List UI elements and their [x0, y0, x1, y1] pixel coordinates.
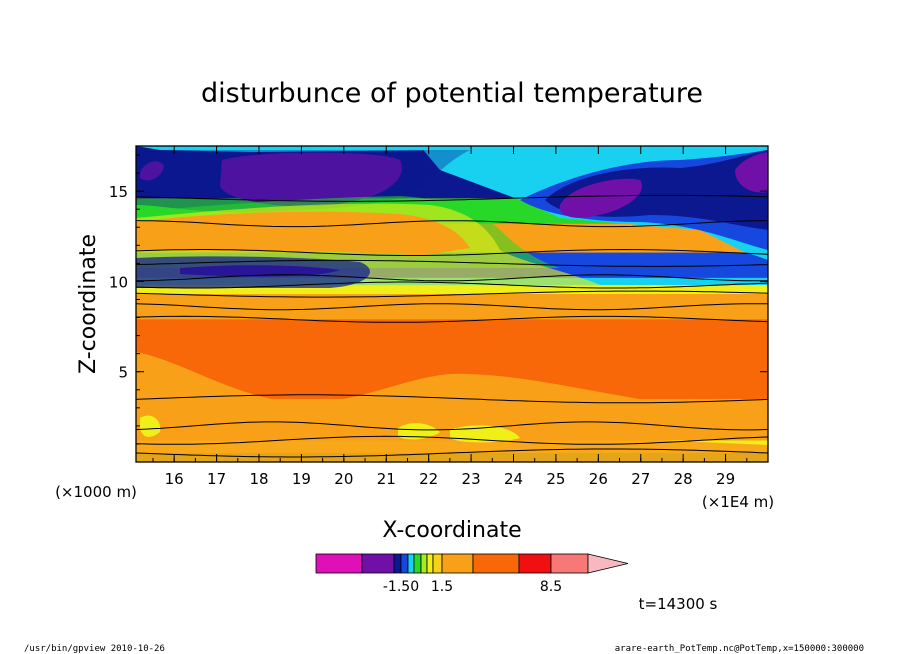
footer-right: arare-earth_PotTemp.nc@PotTemp,x=150000:…: [615, 644, 864, 654]
band-5: [136, 285, 768, 295]
colorbar-segment-5: [413, 553, 422, 574]
contour-line-5: [136, 303, 768, 311]
x-axis-label: X-coordinate: [382, 518, 521, 543]
x-tick-label: 29: [716, 470, 735, 488]
colorbar-segment-9: [441, 553, 474, 574]
purple-region-upper-left: [220, 152, 402, 207]
x-tick-label: 22: [419, 470, 438, 488]
contour-line-4: [136, 315, 768, 323]
contour-line-6: [136, 290, 768, 298]
colorbar-label: 1.5: [431, 579, 453, 595]
x-tick-label: 18: [249, 470, 268, 488]
plot-area: [136, 146, 768, 462]
y-axis-label: Z-coordinate: [76, 234, 101, 374]
colorbar-segment-10: [472, 553, 520, 574]
contour-line-8: [136, 274, 768, 282]
colorbar-segment-12: [550, 553, 589, 574]
plot-frame: [135, 145, 769, 463]
purple-region-right: [559, 178, 642, 218]
x-tick-label: 26: [589, 470, 608, 488]
contour-lines: [136, 194, 768, 458]
x-tick-label: 25: [546, 470, 565, 488]
colorbar-segment-11: [518, 553, 552, 574]
contour-line-0: [136, 448, 768, 458]
colorbar-segment-3: [400, 553, 409, 574]
colorbar-segment-1: [361, 553, 395, 574]
time-label: t=14300 s: [639, 595, 718, 613]
contour-line-7: [136, 281, 768, 289]
contour-line-3: [136, 394, 768, 404]
colorbar-segment-0: [315, 553, 363, 574]
x-tick-label: 20: [334, 470, 353, 488]
colorbar-segment-4: [407, 553, 415, 574]
colorbar: -1.50 1.5 8.5: [315, 553, 629, 595]
x-axis: 16 17 18 19 20 21 22 23 24 25 26 27 28 29: [152, 146, 748, 488]
x-tick-label: 21: [377, 470, 396, 488]
colorbar-label: 8.5: [540, 579, 562, 595]
y-axis: 5 10 15: [109, 154, 768, 445]
x-tick-label: 27: [631, 470, 650, 488]
y-tick-label: 10: [109, 273, 128, 291]
contour-line-9: [136, 259, 768, 267]
purple-blob-left: [140, 161, 164, 181]
colorbar-segment-8: [432, 553, 443, 574]
chart-title: disturbunce of potential temperature: [201, 78, 703, 109]
contour-line-11: [136, 220, 768, 228]
colorbar-arrow: [587, 553, 629, 574]
x-tick-label: 17: [207, 470, 226, 488]
yellow-surface-patches: [140, 415, 520, 443]
x-tick-label: 28: [674, 470, 693, 488]
colorbar-segment-7: [426, 553, 434, 574]
x-unit-left: (×1000 m): [55, 483, 137, 501]
y-tick-label: 15: [109, 183, 128, 201]
contour-line-10: [136, 248, 768, 256]
x-unit-right: (×1E4 m): [702, 493, 774, 511]
navy-band-low: [136, 256, 370, 288]
purple-region-far-right: [735, 152, 768, 193]
contour-features: [136, 146, 768, 462]
contour-line-12: [136, 194, 768, 202]
x-tick-label: 23: [462, 470, 481, 488]
band-4: [136, 294, 768, 320]
contour-line-1: [136, 435, 768, 445]
colorbar-segment-2: [393, 553, 402, 574]
colorbar-label: -1.50: [383, 579, 419, 595]
x-tick-label: 16: [165, 470, 184, 488]
x-tick-label: 19: [292, 470, 311, 488]
cyan-region-top-left: [136, 146, 480, 152]
colorbar-segment-6: [420, 553, 428, 574]
x-tick-label: 24: [504, 470, 523, 488]
contour-line-2: [136, 421, 768, 431]
footer-left: /usr/bin/gpview 2010-10-26: [24, 644, 165, 654]
y-tick-label: 5: [118, 364, 128, 382]
